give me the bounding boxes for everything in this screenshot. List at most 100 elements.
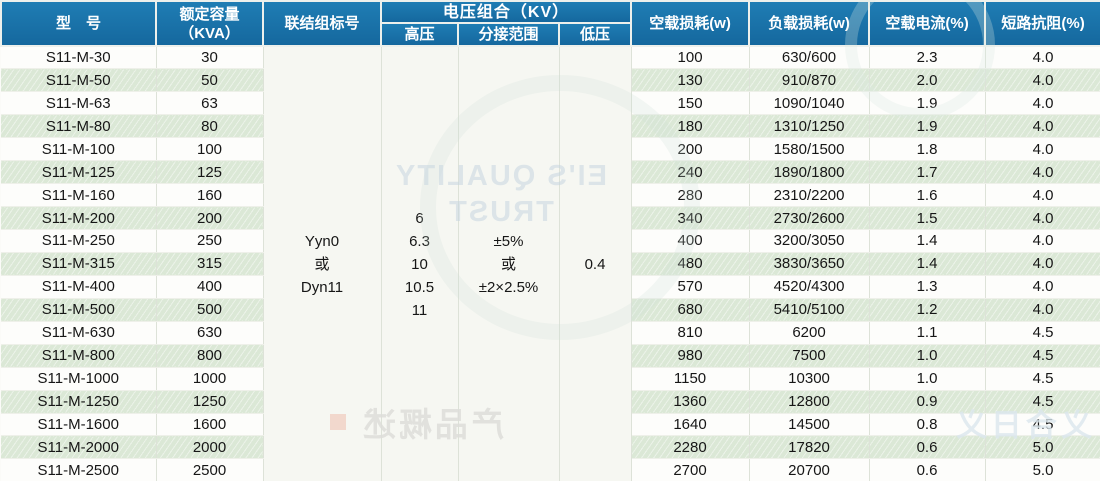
table-row: S11-M-800 800 980 7500 1.0 4.5 xyxy=(1,344,1100,368)
capacity-cell: 400 xyxy=(156,275,264,299)
impedance-cell: 4.0 xyxy=(985,160,1100,185)
impedance-cell: 4.0 xyxy=(985,137,1100,162)
capacity-cell: 30 xyxy=(156,46,264,70)
header-load-loss: 负载损耗(w) xyxy=(748,0,871,47)
impedance-cell: 4.5 xyxy=(985,390,1100,414)
no-load-current-cell: 1.9 xyxy=(869,91,986,116)
no-load-current-cell: 1.4 xyxy=(869,229,986,253)
capacity-cell: 100 xyxy=(156,137,264,162)
model-cell: S11-M-315 xyxy=(1,252,157,276)
load-loss-cell: 6200 xyxy=(749,321,870,345)
model-cell: S11-M-100 xyxy=(1,137,157,162)
impedance-cell: 5.0 xyxy=(985,458,1100,481)
load-loss-cell: 1890/1800 xyxy=(749,160,870,185)
table-row: S11-M-63 63 150 1090/1040 1.9 4.0 xyxy=(1,91,1100,116)
table-row: S11-M-2000 2000 2280 17820 0.6 5.0 xyxy=(1,435,1100,460)
table-row: S11-M-160 160 280 2310/2200 1.6 4.0 xyxy=(1,183,1100,208)
no-load-loss-cell: 130 xyxy=(631,68,750,93)
no-load-current-cell: 1.3 xyxy=(869,275,986,299)
capacity-cell: 160 xyxy=(156,183,264,208)
no-load-loss-cell: 2280 xyxy=(631,435,750,460)
load-loss-cell: 10300 xyxy=(749,367,870,391)
load-loss-cell: 2310/2200 xyxy=(749,183,870,208)
load-loss-cell: 20700 xyxy=(749,458,870,481)
no-load-loss-cell: 680 xyxy=(631,298,750,322)
header-rated-capacity: 额定容量 （KVA） xyxy=(155,0,264,47)
capacity-cell: 125 xyxy=(156,160,264,185)
no-load-loss-cell: 570 xyxy=(631,275,750,299)
no-load-loss-cell: 480 xyxy=(631,252,750,276)
no-load-loss-cell: 2700 xyxy=(631,458,750,481)
table-row: S11-M-1000 1000 1150 10300 1.0 4.5 xyxy=(1,367,1100,391)
load-loss-cell: 2730/2600 xyxy=(749,206,870,230)
no-load-loss-cell: 980 xyxy=(631,344,750,368)
load-loss-cell: 910/870 xyxy=(749,68,870,93)
load-loss-cell: 1310/1250 xyxy=(749,114,870,139)
load-loss-cell: 7500 xyxy=(749,344,870,368)
model-cell: S11-M-80 xyxy=(1,114,157,139)
model-cell: S11-M-200 xyxy=(1,206,157,230)
no-load-current-cell: 1.8 xyxy=(869,137,986,162)
header-connection-group: 联结组标号 xyxy=(262,0,382,47)
model-cell: S11-M-63 xyxy=(1,91,157,116)
model-cell: S11-M-400 xyxy=(1,275,157,299)
impedance-cell: 4.0 xyxy=(985,298,1100,322)
model-cell: S11-M-1000 xyxy=(1,367,157,391)
load-loss-cell: 3200/3050 xyxy=(749,229,870,253)
capacity-cell: 800 xyxy=(156,344,264,368)
impedance-cell: 4.0 xyxy=(985,229,1100,253)
table-row: S11-M-1600 1600 1640 14500 0.8 4.5 xyxy=(1,413,1100,437)
no-load-current-cell: 1.2 xyxy=(869,298,986,322)
header-high-voltage: 高压 xyxy=(380,22,459,47)
tap-range-merged-cell: ±5% 或 ±2×2.5% xyxy=(458,46,560,481)
no-load-loss-cell: 810 xyxy=(631,321,750,345)
capacity-cell: 1000 xyxy=(156,367,264,391)
header-no-load-current: 空载电流(%) xyxy=(868,0,987,47)
no-load-current-cell: 2.3 xyxy=(869,46,986,70)
capacity-cell: 200 xyxy=(156,206,264,230)
load-loss-cell: 4520/4300 xyxy=(749,275,870,299)
no-load-loss-cell: 100 xyxy=(631,46,750,70)
table-row: S11-M-630 630 810 6200 1.1 4.5 xyxy=(1,321,1100,345)
model-cell: S11-M-1600 xyxy=(1,413,157,437)
no-load-current-cell: 1.7 xyxy=(869,160,986,185)
table-row: S11-M-500 500 680 5410/5100 1.2 4.0 xyxy=(1,298,1100,322)
load-loss-cell: 630/600 xyxy=(749,46,870,70)
load-loss-cell: 17820 xyxy=(749,435,870,460)
table-row: S11-M-100 100 200 1580/1500 1.8 4.0 xyxy=(1,137,1100,162)
load-loss-cell: 1580/1500 xyxy=(749,137,870,162)
table-row: S11-M-80 80 180 1310/1250 1.9 4.0 xyxy=(1,114,1100,139)
model-cell: S11-M-500 xyxy=(1,298,157,322)
impedance-cell: 4.0 xyxy=(985,206,1100,230)
header-no-load-loss: 空载损耗(w) xyxy=(630,0,751,47)
model-cell: S11-M-1250 xyxy=(1,390,157,414)
table-row: S11-M-250 250 400 3200/3050 1.4 4.0 xyxy=(1,229,1100,253)
capacity-cell: 315 xyxy=(156,252,264,276)
no-load-loss-cell: 400 xyxy=(631,229,750,253)
table-row: S11-M-400 400 570 4520/4300 1.3 4.0 xyxy=(1,275,1100,299)
table-row: S11-M-200 200 340 2730/2600 1.5 4.0 xyxy=(1,206,1100,230)
table-row: S11-M-315 315 480 3830/3650 1.4 4.0 xyxy=(1,252,1100,276)
no-load-current-cell: 0.6 xyxy=(869,458,986,481)
no-load-current-cell: 0.9 xyxy=(869,390,986,414)
high-voltage-merged-cell: 6 6.3 10 10.5 11 xyxy=(381,46,459,481)
table-body: S11-M-30 30 Yyn0 或 Dyn11 6 6.3 10 10.5 11 ±5… xyxy=(1,46,1100,481)
no-load-current-cell: 1.0 xyxy=(869,367,986,391)
model-cell: S11-M-630 xyxy=(1,321,157,345)
capacity-cell: 1250 xyxy=(156,390,264,414)
header-short-circuit-impedance: 短路抗阻(%) xyxy=(984,0,1100,47)
model-cell: S11-M-160 xyxy=(1,183,157,208)
low-voltage-merged-cell: 0.4 xyxy=(559,46,632,481)
load-loss-cell: 1090/1040 xyxy=(749,91,870,116)
load-loss-cell: 5410/5100 xyxy=(749,298,870,322)
no-load-current-cell: 0.8 xyxy=(869,413,986,437)
impedance-cell: 4.0 xyxy=(985,91,1100,116)
header-model: 型 号 xyxy=(0,0,157,47)
header-tap-range: 分接范围 xyxy=(457,22,560,47)
model-cell: S11-M-2500 xyxy=(1,458,157,481)
header-voltage-combination: 电压组合（KV） xyxy=(379,0,633,24)
impedance-cell: 4.5 xyxy=(985,321,1100,345)
model-cell: S11-M-2000 xyxy=(1,435,157,460)
